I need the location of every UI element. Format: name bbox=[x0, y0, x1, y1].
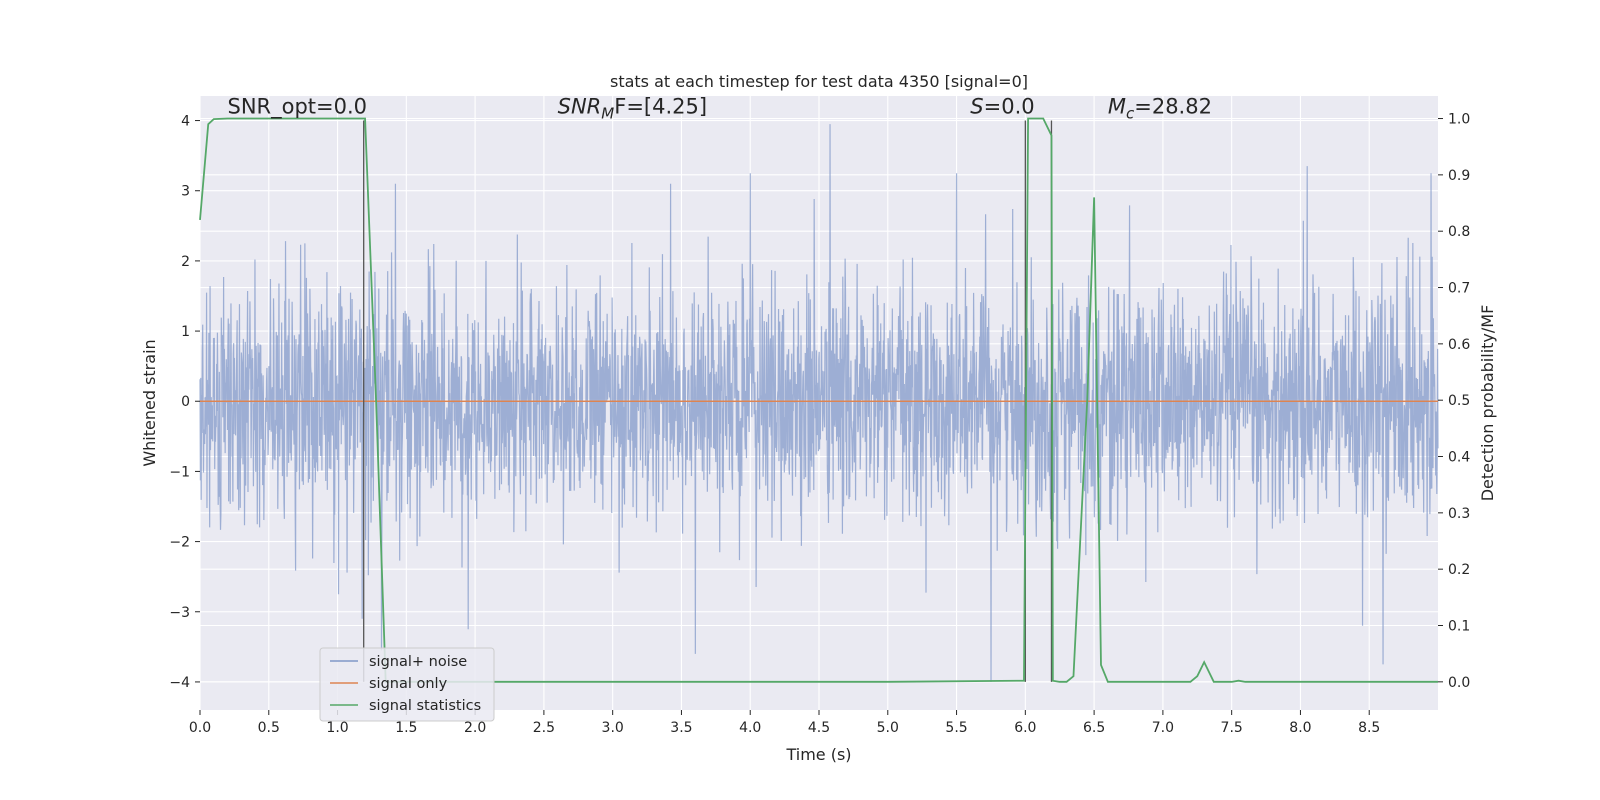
chart-title: stats at each timestep for test data 435… bbox=[610, 72, 1028, 91]
x-tick-label: 3.0 bbox=[602, 720, 624, 736]
x-tick-label: 5.0 bbox=[877, 720, 899, 736]
y-tick-label-left: 0 bbox=[181, 394, 190, 410]
y-tick-label-right: 0.8 bbox=[1448, 224, 1470, 240]
legend: signal+ noise signal only signal statist… bbox=[319, 647, 495, 722]
x-axis-label: Time (s) bbox=[785, 745, 851, 764]
y-axis-label-right: Detection probability/MF bbox=[1478, 305, 1497, 502]
y-ticks-right: 0.0 0.1 0.2 0.3 0.4 0.5 0.6 0.7 0.8 0.9 1.0 bbox=[1438, 112, 1470, 691]
x-tick-label: 4.5 bbox=[808, 720, 830, 736]
x-tick-label: 1.5 bbox=[395, 720, 417, 736]
y-tick-label-left: −3 bbox=[169, 605, 190, 621]
legend-noise-label: signal+ noise bbox=[369, 654, 467, 670]
y-tick-label-right: 0.0 bbox=[1448, 675, 1470, 691]
y-tick-label-right: 0.1 bbox=[1448, 619, 1470, 635]
y-tick-label-right: 1.0 bbox=[1448, 112, 1470, 128]
y-tick-label-right: 0.6 bbox=[1448, 337, 1470, 353]
y-tick-label-left: 3 bbox=[181, 184, 190, 200]
legend-box bbox=[319, 647, 495, 722]
x-tick-label: 7.5 bbox=[1221, 720, 1243, 736]
y-tick-label-right: 0.9 bbox=[1448, 168, 1470, 184]
x-tick-label: 0.0 bbox=[189, 720, 211, 736]
y-tick-label-right: 0.5 bbox=[1448, 393, 1470, 409]
x-tick-label: 8.5 bbox=[1358, 720, 1380, 736]
annotation-snr-opt: SNR_opt=0.0 bbox=[228, 95, 368, 120]
y-tick-label-left: 2 bbox=[181, 254, 190, 270]
y-tick-label-right: 0.4 bbox=[1448, 450, 1470, 466]
x-tick-label: 6.0 bbox=[1014, 720, 1036, 736]
y-tick-label-left: −2 bbox=[169, 535, 190, 551]
legend-signal-label: signal only bbox=[369, 676, 448, 692]
x-ticks: 0.0 0.5 1.0 1.5 2.0 2.5 3.0 3.5 4.0 4.5 5.0 5.5 6.0 6… bbox=[189, 710, 1380, 736]
x-tick-label: 7.0 bbox=[1152, 720, 1174, 736]
x-tick-label: 3.5 bbox=[670, 720, 692, 736]
annotation-mc-param: Mc=28.82 bbox=[1108, 95, 1212, 123]
annotation-snr-mf: SNRMF=[4.25] bbox=[558, 95, 707, 123]
y-tick-label-right: 0.7 bbox=[1448, 281, 1470, 297]
y-tick-label-right: 0.2 bbox=[1448, 562, 1470, 578]
x-tick-label: 2.0 bbox=[464, 720, 486, 736]
x-tick-label: 0.5 bbox=[258, 720, 280, 736]
y-ticks-left: −4 −3 −2 −1 0 1 2 3 4 bbox=[169, 114, 200, 691]
x-tick-label: 5.5 bbox=[945, 720, 967, 736]
x-tick-label: 6.5 bbox=[1083, 720, 1105, 736]
plot-area bbox=[199, 124, 1439, 682]
annotation-s-param: S=0.0 bbox=[970, 95, 1034, 119]
x-tick-label: 2.5 bbox=[533, 720, 555, 736]
legend-stats-label: signal statistics bbox=[369, 698, 481, 714]
x-tick-label: 1.0 bbox=[326, 720, 348, 736]
y-tick-label-left: −4 bbox=[169, 675, 190, 691]
noise-line bbox=[199, 124, 1439, 682]
y-tick-label-left: −1 bbox=[169, 464, 190, 480]
stats-layer bbox=[199, 117, 1438, 683]
y-tick-label-right: 0.3 bbox=[1448, 506, 1470, 522]
stats-line bbox=[199, 117, 1438, 683]
x-tick-label: 8.0 bbox=[1289, 720, 1311, 736]
x-tick-label: 4.0 bbox=[739, 720, 761, 736]
annotations: SNR_opt=0.0 SNRMF=[4.25] S=0.0 Mc=28.82 bbox=[228, 95, 1212, 123]
y-tick-label-left: 1 bbox=[181, 324, 190, 340]
y-tick-label-left: 4 bbox=[181, 114, 190, 130]
y-axis-label-left: Whitened strain bbox=[140, 339, 159, 466]
